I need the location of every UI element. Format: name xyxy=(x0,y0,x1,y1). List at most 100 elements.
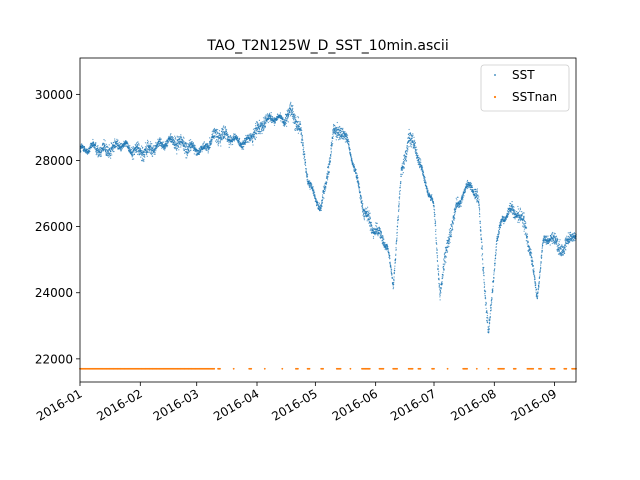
sst-point xyxy=(347,138,349,140)
sst-point xyxy=(535,288,538,290)
sst-point xyxy=(277,118,279,120)
sst-point xyxy=(321,205,323,207)
sst-point xyxy=(252,140,254,142)
sst-point xyxy=(255,125,257,127)
sst-point xyxy=(299,122,301,124)
sst-point xyxy=(151,153,153,155)
sst-point xyxy=(473,190,475,193)
sst-point xyxy=(511,201,513,203)
sst-point xyxy=(431,199,433,201)
sst-point xyxy=(452,222,454,224)
sst-point xyxy=(387,246,389,248)
sst-point xyxy=(183,137,185,139)
sst-point xyxy=(427,189,429,191)
sst-point xyxy=(523,218,525,220)
sst-point xyxy=(309,188,311,190)
sst-point xyxy=(397,218,399,221)
sst-point xyxy=(477,197,479,199)
sst-point xyxy=(485,307,487,309)
sst-point xyxy=(234,134,236,136)
sst-point xyxy=(208,149,210,151)
sst-point xyxy=(438,283,441,285)
sst-point xyxy=(302,139,304,141)
sst-point xyxy=(162,141,164,143)
sst-point xyxy=(322,186,325,188)
sst-point xyxy=(346,136,348,138)
sst-point xyxy=(301,129,303,132)
sst-point xyxy=(324,190,326,192)
sst-point xyxy=(291,113,293,115)
sst-point xyxy=(164,146,166,148)
sst-point xyxy=(179,141,182,143)
sst-point xyxy=(399,193,401,195)
sst-point xyxy=(466,187,468,190)
sst-point xyxy=(408,141,410,143)
sst-point xyxy=(380,233,382,235)
sst-point xyxy=(376,233,378,236)
sst-point xyxy=(490,307,492,309)
sst-point xyxy=(315,198,317,200)
sst-point xyxy=(526,243,528,245)
sst-point xyxy=(327,176,329,178)
sst-point xyxy=(395,241,398,243)
sst-point xyxy=(175,138,177,140)
sst-point xyxy=(489,319,491,321)
sst-point xyxy=(294,129,296,131)
sst-point xyxy=(403,163,405,165)
sst-point xyxy=(532,265,535,267)
sst-point xyxy=(527,241,529,244)
sst-point xyxy=(327,170,329,172)
sst-point xyxy=(122,146,124,148)
sst-point xyxy=(380,234,382,236)
sst-series xyxy=(79,101,577,334)
sst-point xyxy=(286,118,288,120)
sst-point xyxy=(331,136,333,138)
sst-point xyxy=(448,238,450,240)
sst-point xyxy=(123,140,125,142)
sst-point xyxy=(408,134,410,136)
sst-point xyxy=(454,217,456,220)
sst-point xyxy=(495,249,497,251)
sst-point xyxy=(556,241,558,243)
sst-point xyxy=(403,161,405,163)
sst-point xyxy=(448,229,450,231)
sst-point xyxy=(435,224,437,226)
sst-point xyxy=(115,146,117,148)
sst-point xyxy=(523,230,525,232)
sst-point xyxy=(398,208,400,210)
sst-point xyxy=(525,234,527,236)
sst-point xyxy=(112,149,114,152)
sst-point xyxy=(139,153,141,155)
sst-point xyxy=(254,131,256,133)
sst-point xyxy=(89,150,91,153)
sst-point xyxy=(525,232,527,234)
sst-point xyxy=(170,133,172,135)
sst-point xyxy=(334,125,336,127)
sst-point xyxy=(258,119,260,121)
sst-point xyxy=(329,160,331,162)
sst-point xyxy=(443,268,445,270)
sst-point xyxy=(368,214,370,216)
sst-point xyxy=(114,144,116,146)
sst-point xyxy=(478,207,481,209)
sst-point xyxy=(449,241,451,244)
sst-point xyxy=(150,148,152,150)
sst-point xyxy=(305,164,307,167)
sst-point xyxy=(313,190,315,192)
sst-point xyxy=(541,254,543,256)
sst-point xyxy=(199,147,201,149)
sst-point xyxy=(186,153,188,156)
sst-point xyxy=(174,135,176,137)
sst-point xyxy=(229,136,231,138)
sst-point xyxy=(430,196,433,198)
sst-point xyxy=(337,126,339,128)
sst-point xyxy=(194,147,196,149)
sst-point xyxy=(564,246,566,248)
sst-point xyxy=(461,201,463,203)
sst-point xyxy=(251,135,253,137)
sst-point xyxy=(397,222,399,224)
sst-point xyxy=(258,128,261,130)
sst-point xyxy=(241,148,243,150)
sst-point xyxy=(414,141,416,144)
sst-point xyxy=(396,238,398,240)
